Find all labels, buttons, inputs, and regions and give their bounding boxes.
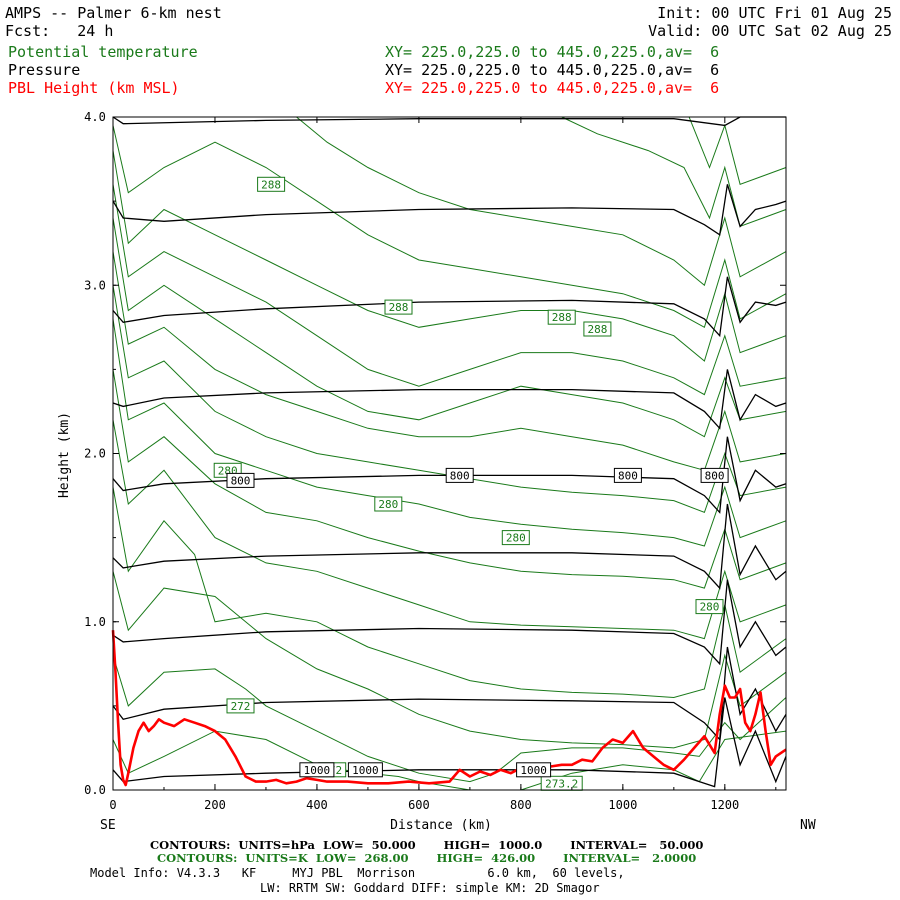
footer-pressure-contours: CONTOURS: UNITS=hPa LOW= 50.000 HIGH= 10… <box>150 838 704 852</box>
x-axis-right-end: NW <box>800 818 816 833</box>
theta-contour-2 <box>112 571 787 749</box>
pressure-label-3: 800 <box>231 474 251 487</box>
theta-contour-10 <box>112 184 787 396</box>
pressure-contour-700 <box>112 276 787 338</box>
y-axis-label: Height (km) <box>57 412 72 498</box>
theta-label-6-box <box>501 530 530 546</box>
pressure-label-2-box <box>516 762 552 778</box>
header-model-title: AMPS -- Palmer 6-km nest <box>5 4 222 22</box>
x-tick-label-2: 400 <box>306 798 328 812</box>
theta-label-8: 272 <box>231 700 251 713</box>
y-tick-label-4: 4.0 <box>84 110 106 124</box>
pressure-label-2: 1000 <box>520 764 547 777</box>
pressure-label-6: 800 <box>705 469 725 482</box>
theta-contour-11 <box>112 150 787 362</box>
y-tick-label-3: 3.0 <box>84 278 106 292</box>
pressure-contour-900 <box>112 579 787 666</box>
pressure-contour-950 <box>112 646 787 742</box>
theta-label-7-box <box>695 599 724 615</box>
theta-contour-13 <box>296 116 787 287</box>
header-init-time: Init: 00 UTC Fri 01 Aug 25 <box>657 4 892 22</box>
theta-contour-4 <box>112 419 787 640</box>
pressure-label-5: 800 <box>618 469 638 482</box>
legend-pressure-label: Pressure <box>8 61 81 79</box>
header-forecast-hour: Fcst: 24 h <box>5 22 114 40</box>
theta-label-5: 280 <box>378 498 398 511</box>
theta-label-8-box <box>226 698 255 714</box>
y-tick-label-2: 2.0 <box>84 447 106 461</box>
theta-contour-15 <box>688 116 787 185</box>
theta-label-6: 280 <box>506 532 526 545</box>
pressure-label-1-box <box>347 762 383 778</box>
theta-label-2: 288 <box>552 311 572 324</box>
x-tick-label-4: 800 <box>510 798 532 812</box>
theta-label-5-box <box>374 496 403 512</box>
theta-label-0: 288 <box>261 178 281 191</box>
theta-label-3: 288 <box>587 323 607 336</box>
pressure-label-5-box <box>613 467 642 483</box>
pressure-label-3-box <box>226 472 255 488</box>
legend-pressure-xy: XY= 225.0,225.0 to 445.0,225.0,av= 6 <box>385 61 720 79</box>
pressure-contour-1000 <box>112 697 787 788</box>
theta-label-2-box <box>547 309 576 325</box>
pressure-contour-650 <box>112 184 787 236</box>
footer-model-info: Model Info: V4.3.3 KF MYJ PBL Morrison 6… <box>90 866 625 880</box>
pbl-height-series <box>111 630 787 787</box>
x-axis-left-end: SE <box>100 818 116 833</box>
header-valid-time: Valid: 00 UTC Sat 02 Aug 25 <box>648 22 892 40</box>
theta-contour-5 <box>112 369 787 589</box>
y-tick-label-1: 1.0 <box>84 615 106 629</box>
theta-label-0-box <box>257 176 286 192</box>
theta-contour-0 <box>112 730 787 791</box>
theta-contour-1 <box>112 655 787 783</box>
legend-pbl-label: PBL Height (km MSL) <box>8 79 180 97</box>
contour-labels: 288288288288280280280280272272273.210001… <box>213 176 729 791</box>
pressure-label-1: 1000 <box>352 764 379 777</box>
theta-contour-9 <box>112 217 787 438</box>
pressure-label-0: 1000 <box>304 764 331 777</box>
pressure-contour-600 <box>112 116 786 127</box>
legend-pbl-xy: XY= 225.0,225.0 to 445.0,225.0,av= 6 <box>385 79 720 97</box>
theta-contour-3 <box>112 487 787 699</box>
footer-model-physics: LW: RRTM SW: Goddard DIFF: simple KM: 2D… <box>260 881 600 895</box>
x-tick-label-0: 0 <box>109 798 116 812</box>
pressure-label-6-box <box>700 467 729 483</box>
footer-theta-contours: CONTOURS: UNITS=K LOW= 268.00 HIGH= 426.… <box>157 851 697 865</box>
pressure-contours <box>112 116 787 788</box>
pressure-contour-800 <box>112 436 787 514</box>
theta-label-7: 280 <box>700 601 720 614</box>
y-tick-label-0: 0.0 <box>84 783 106 797</box>
theta-label-1: 288 <box>389 301 409 314</box>
theta-contour-8 <box>112 251 787 471</box>
axis-ticks: 0 200 400 600 800 1000 1200 0.0 1.0 2.0 3.0 4.0 <box>84 110 786 812</box>
pressure-contour-850 <box>112 503 787 590</box>
legend-theta-label: Potential temperature <box>8 43 198 61</box>
theta-label-3-box <box>583 321 612 337</box>
legend-theta-xy: XY= 225.0,225.0 to 445.0,225.0,av= 6 <box>385 43 720 61</box>
pressure-label-0-box <box>299 762 335 778</box>
x-tick-label-3: 600 <box>408 798 430 812</box>
x-tick-label-6: 1200 <box>710 798 739 812</box>
theta-label-1-box <box>384 299 413 315</box>
pbl-height-line <box>111 630 787 787</box>
x-tick-label-5: 1000 <box>608 798 637 812</box>
theta-label-10: 273.2 <box>545 777 578 790</box>
x-tick-label-1: 200 <box>204 798 226 812</box>
pressure-label-4-box <box>445 467 474 483</box>
theta-contour-6 <box>112 318 787 547</box>
x-axis-label: Distance (km) <box>390 818 492 833</box>
pressure-label-4: 800 <box>450 469 470 482</box>
pressure-contour-750 <box>112 369 787 430</box>
theta-contour-12 <box>112 125 787 329</box>
